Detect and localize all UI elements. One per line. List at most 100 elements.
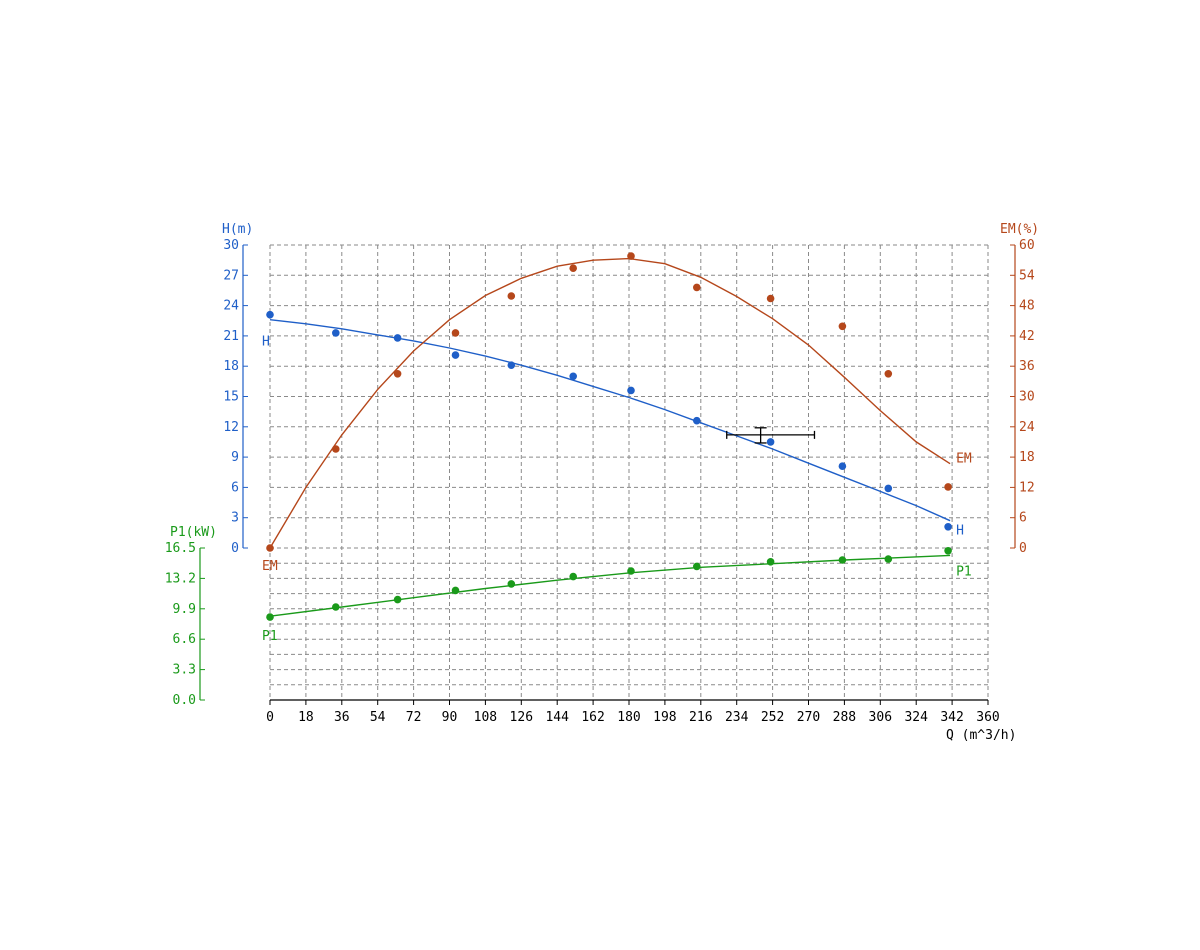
p1-curve: [269, 554, 951, 617]
x-tick-label: 198: [653, 710, 676, 725]
x-tick-label: 270: [797, 710, 820, 725]
p1-point: [266, 613, 274, 621]
p1-point: [944, 547, 952, 555]
x-tick-label: 324: [904, 710, 928, 725]
p1-point: [766, 558, 775, 566]
p1-point: [569, 572, 577, 581]
h-point: [569, 372, 577, 381]
h-end-label: H: [956, 524, 964, 539]
em-tick-label: 60: [1019, 238, 1035, 253]
x-axis: 0 18 36 54 72 90 108 126 144 162 180 198 216 234 252 27…: [266, 699, 1016, 743]
x-tick-label: 234: [725, 710, 749, 725]
x-tick-label: 288: [833, 710, 856, 725]
x-tick-label: 18: [298, 710, 314, 725]
p1-tick-label: 9.9: [173, 602, 196, 617]
em-axis: EM(%) 0 6 12 18 24 30 36 42 48 54 60: [1000, 222, 1039, 556]
em-tick-label: 48: [1019, 299, 1035, 314]
em-point: [944, 483, 952, 491]
h-tick-label: 12: [223, 420, 239, 435]
p1-tick-label: 16.5: [165, 541, 196, 556]
em-point: [266, 544, 274, 552]
em-tick-label: 54: [1019, 268, 1035, 283]
h-tick-label: 0: [231, 541, 239, 556]
em-end-label: EM: [956, 452, 972, 467]
em-point: [838, 322, 847, 331]
h-tick-label: 21: [223, 329, 239, 344]
x-tick-label: 360: [976, 710, 999, 725]
x-tick-label: 36: [334, 710, 350, 725]
h-curve: [269, 319, 951, 522]
em-point: [693, 283, 701, 292]
p1-point: [693, 562, 701, 571]
x-tick-label: 162: [581, 710, 604, 725]
p1-point: [393, 595, 402, 604]
h-point: [944, 523, 952, 531]
p1-point: [838, 556, 847, 564]
em-axis-title: EM(%): [1000, 222, 1039, 237]
h-point: [332, 329, 340, 337]
h-tick-label: 15: [223, 390, 239, 405]
em-tick-label: 0: [1019, 541, 1027, 556]
p1-end-label: P1: [956, 564, 972, 579]
h-point: [766, 438, 775, 446]
p1-tick-label: 6.6: [173, 632, 196, 647]
p1-tick-label: 3.3: [173, 663, 196, 678]
x-tick-label: 0: [266, 710, 274, 725]
x-tick-label: 180: [617, 710, 640, 725]
x-tick-label: 216: [689, 710, 712, 725]
p1-tick-label: 13.2: [165, 571, 196, 586]
p1-tick-label: 0.0: [173, 693, 196, 708]
em-point: [393, 370, 402, 378]
h-point: [507, 361, 516, 370]
h-axis-title: H(m): [222, 222, 253, 237]
h-start-label: H: [262, 335, 270, 350]
h-point: [884, 484, 893, 493]
x-tick-label: 54: [370, 710, 386, 725]
x-tick-label: 72: [406, 710, 422, 725]
h-axis: H(m) 0 3 6 9 12 15 18 21 24 27 30: [222, 222, 253, 556]
x-tick-label: 342: [940, 710, 963, 725]
h-point: [393, 334, 402, 342]
p1-series: P1 P1: [262, 547, 972, 644]
em-series: EM EM: [262, 252, 972, 574]
em-tick-label: 42: [1019, 329, 1035, 344]
p1-point: [451, 586, 460, 595]
p1-point: [627, 567, 635, 575]
x-tick-label: 108: [474, 710, 497, 725]
em-tick-label: 24: [1019, 420, 1035, 435]
em-curve: [269, 257, 951, 549]
em-tick-label: 30: [1019, 390, 1035, 405]
p1-point: [507, 580, 516, 588]
x-tick-label: 252: [761, 710, 784, 725]
h-point: [266, 310, 274, 319]
grid: [269, 244, 989, 701]
em-tick-label: 6: [1019, 511, 1027, 526]
h-tick-label: 27: [223, 268, 239, 283]
h-tick-label: 24: [223, 299, 239, 314]
em-point: [884, 370, 893, 378]
em-point: [569, 264, 577, 273]
em-start-label: EM: [262, 559, 278, 574]
h-point: [693, 416, 701, 425]
h-tick-label: 18: [223, 359, 239, 374]
p1-point: [332, 603, 340, 611]
p1-start-label: P1: [262, 629, 278, 644]
h-tick-label: 30: [223, 238, 239, 253]
p1-axis: P1(kW) 0.0 3.3 6.6 9.9 13.2 16.5: [165, 525, 217, 708]
h-tick-label: 6: [231, 480, 239, 495]
p1-point: [884, 555, 893, 563]
em-tick-label: 36: [1019, 359, 1035, 374]
em-point: [332, 445, 340, 453]
h-point: [627, 386, 635, 395]
x-tick-label: 126: [510, 710, 533, 725]
em-point: [627, 252, 635, 260]
x-tick-label: 144: [545, 710, 569, 725]
em-tick-label: 12: [1019, 480, 1035, 495]
em-point: [507, 292, 516, 300]
em-point: [451, 329, 460, 337]
h-series: HH: [262, 310, 964, 539]
h-point: [838, 462, 847, 471]
x-tick-label: 306: [869, 710, 892, 725]
p1-axis-title: P1(kW): [170, 525, 217, 540]
